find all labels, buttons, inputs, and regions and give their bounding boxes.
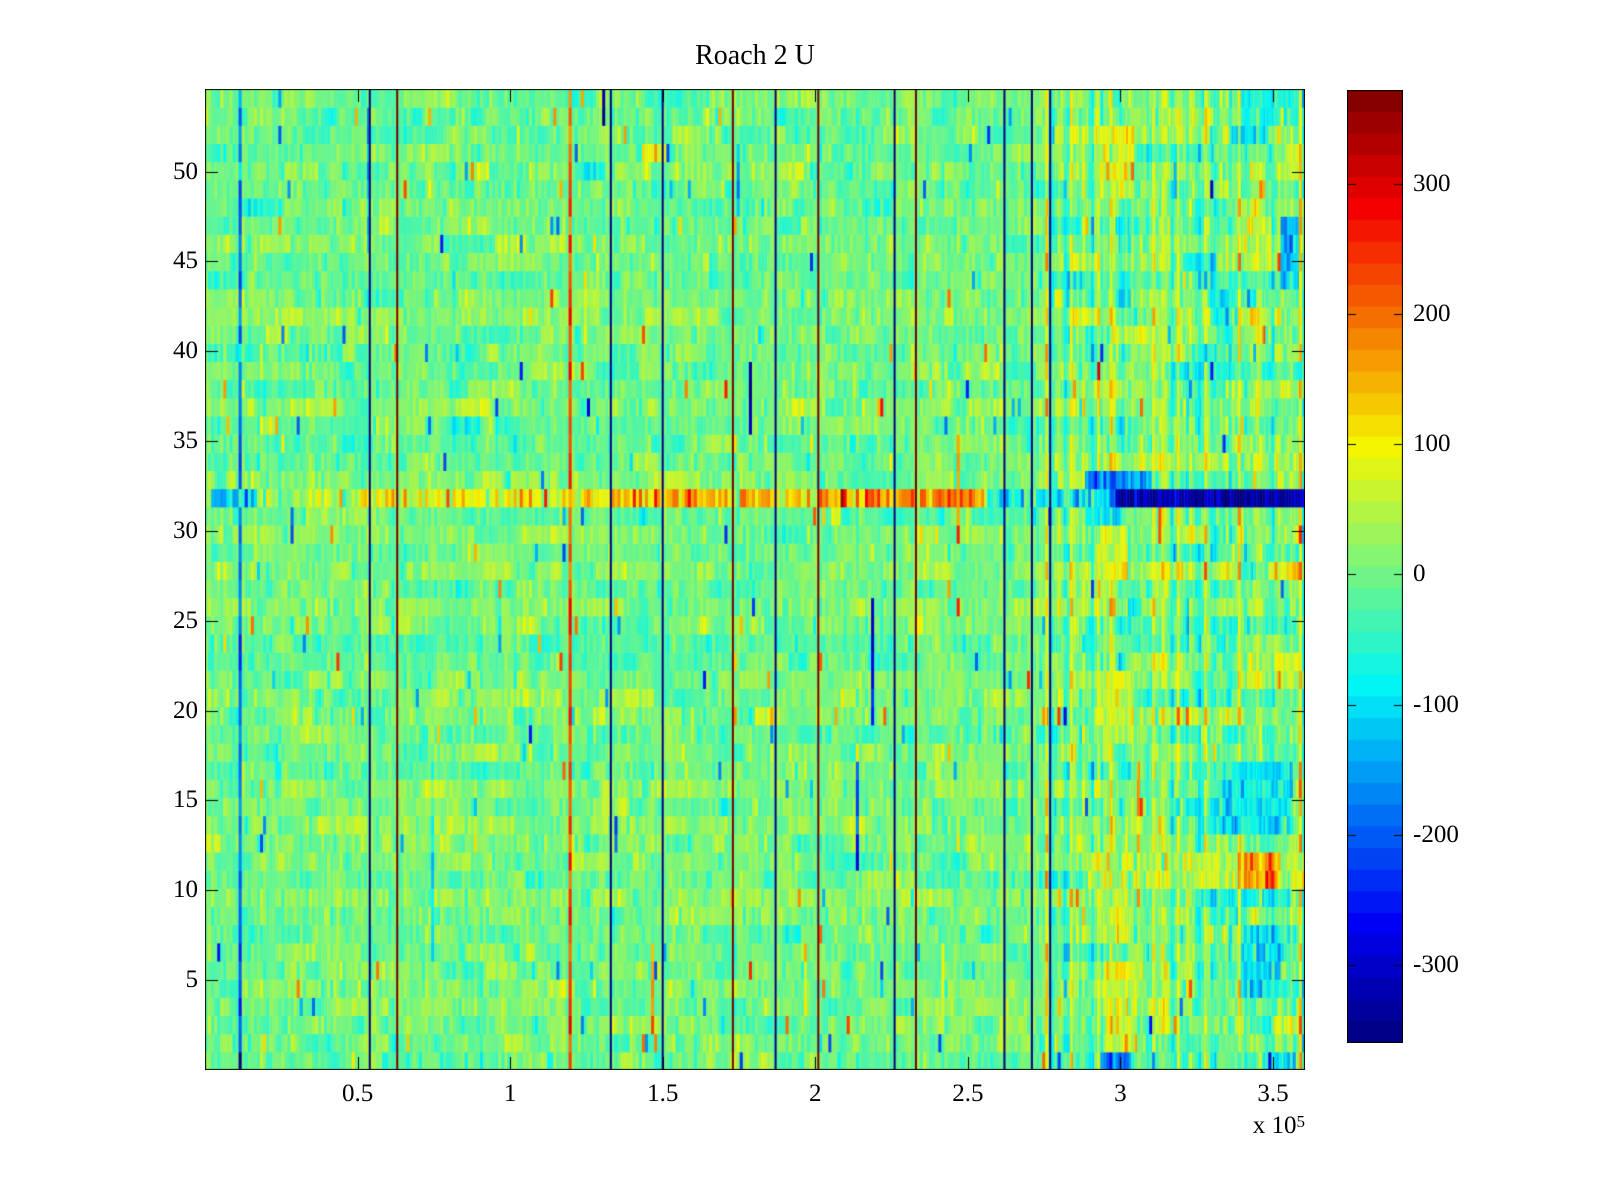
colorbar-tick-label: -100 [1413,690,1459,718]
x-axis-multiplier-exponent: 5 [1296,1112,1306,1131]
colorbar-tick-label: 300 [1413,169,1451,197]
colorbar-canvas [1347,90,1403,1043]
x-axis-multiplier-text: x 10 [1252,1112,1297,1139]
colorbar-tick-label: -300 [1413,950,1459,978]
x-tick-label: 3.5 [1257,1080,1289,1107]
y-tick-label: 25 [173,606,198,634]
y-tick-label: 10 [173,876,198,904]
y-tick-label: 40 [173,337,198,365]
x-tick-label: 0.5 [341,1080,374,1107]
y-tick-label: 45 [173,247,198,275]
x-axis-exponent-label: x 105 [1185,1112,1305,1140]
y-tick-label: 20 [173,696,198,724]
y-tick-label: 15 [173,786,198,814]
y-tick-label: 35 [173,427,198,455]
y-tick-label: 5 [185,966,199,994]
colorbar-tick-label: 200 [1413,299,1451,327]
y-tick-label: 50 [173,157,198,185]
x-tick-label: 2.5 [952,1080,984,1107]
colorbar-tick-label: 100 [1413,430,1451,458]
y-tick-label: 30 [173,516,198,544]
chart-title: Roach 2 U [695,40,815,71]
x-tick-label: 1 [503,1080,517,1107]
colorbar-tick-label: 0 [1413,560,1426,588]
colorbar-tick-label: -200 [1413,820,1459,848]
x-tick-label: 1.5 [647,1080,679,1107]
x-tick-label: 3 [1114,1080,1127,1107]
heatmap-canvas [205,89,1305,1070]
x-tick-label: 2 [809,1080,822,1107]
